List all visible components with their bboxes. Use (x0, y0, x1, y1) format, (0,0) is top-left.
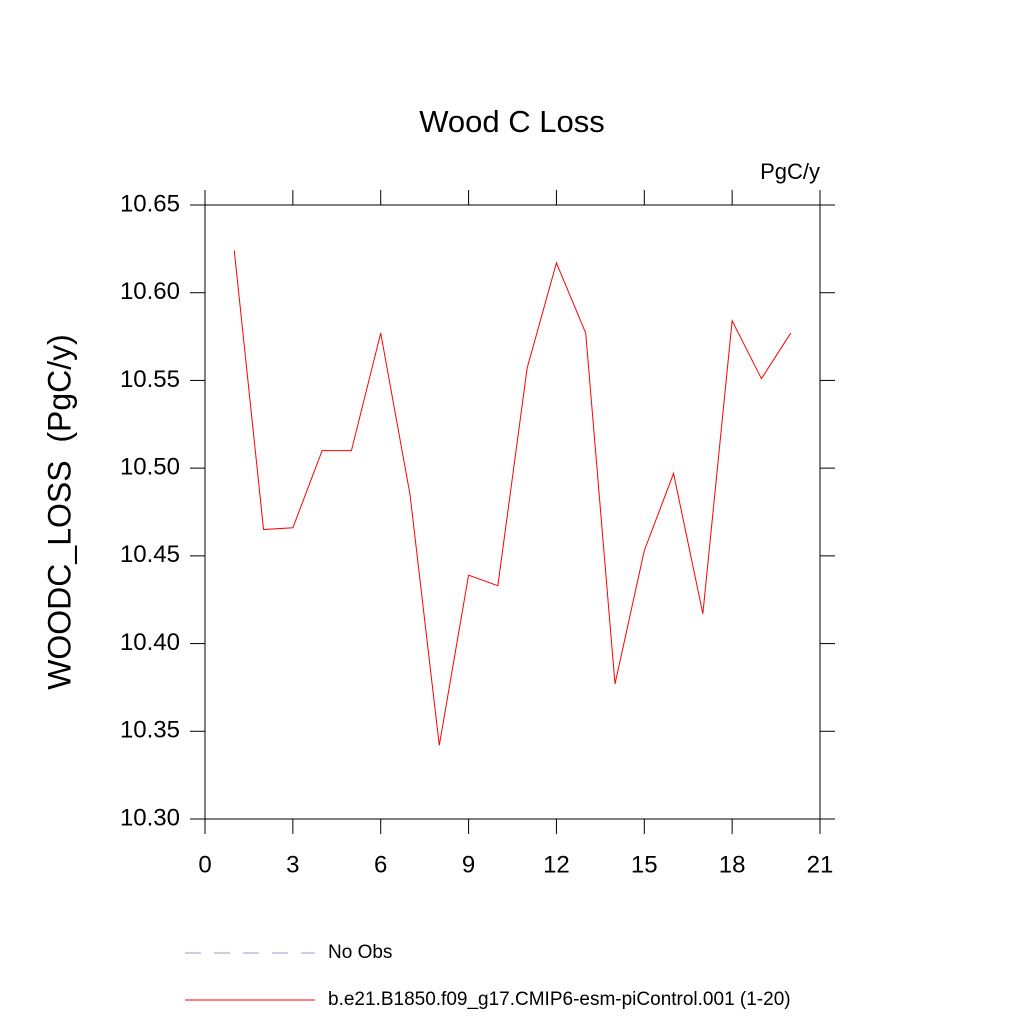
y-tick-label: 10.45 (120, 541, 180, 568)
y-tick-label: 10.35 (120, 717, 180, 744)
y-tick-label: 10.65 (120, 190, 180, 217)
x-tick-label: 15 (631, 851, 658, 878)
data-line (233, 250, 792, 746)
y-tick-label: 10.60 (120, 278, 180, 305)
legend-label: b.e21.B1850.f09_g17.CMIP6-esm-piControl.… (328, 989, 791, 1010)
x-tick-label: 3 (286, 851, 299, 878)
x-tick-label: 6 (374, 851, 387, 878)
y-tick-label: 10.30 (120, 804, 180, 831)
units-label: PgC/y (760, 159, 820, 184)
chart-title: Wood C Loss (419, 104, 605, 139)
x-tick-label: 0 (198, 851, 211, 878)
x-tick-label: 18 (719, 851, 746, 878)
y-tick-label: 10.55 (120, 366, 180, 393)
x-tick-label: 12 (543, 851, 570, 878)
x-tick-label: 9 (462, 851, 475, 878)
x-tick-label: 21 (807, 851, 834, 878)
y-axis-label: WOODC_LOSS (PgC/y) (41, 334, 77, 690)
legend-label: No Obs (328, 942, 392, 963)
y-tick-label: 10.40 (120, 629, 180, 656)
plot-frame (204, 204, 821, 820)
y-tick-label: 10.50 (120, 453, 180, 480)
